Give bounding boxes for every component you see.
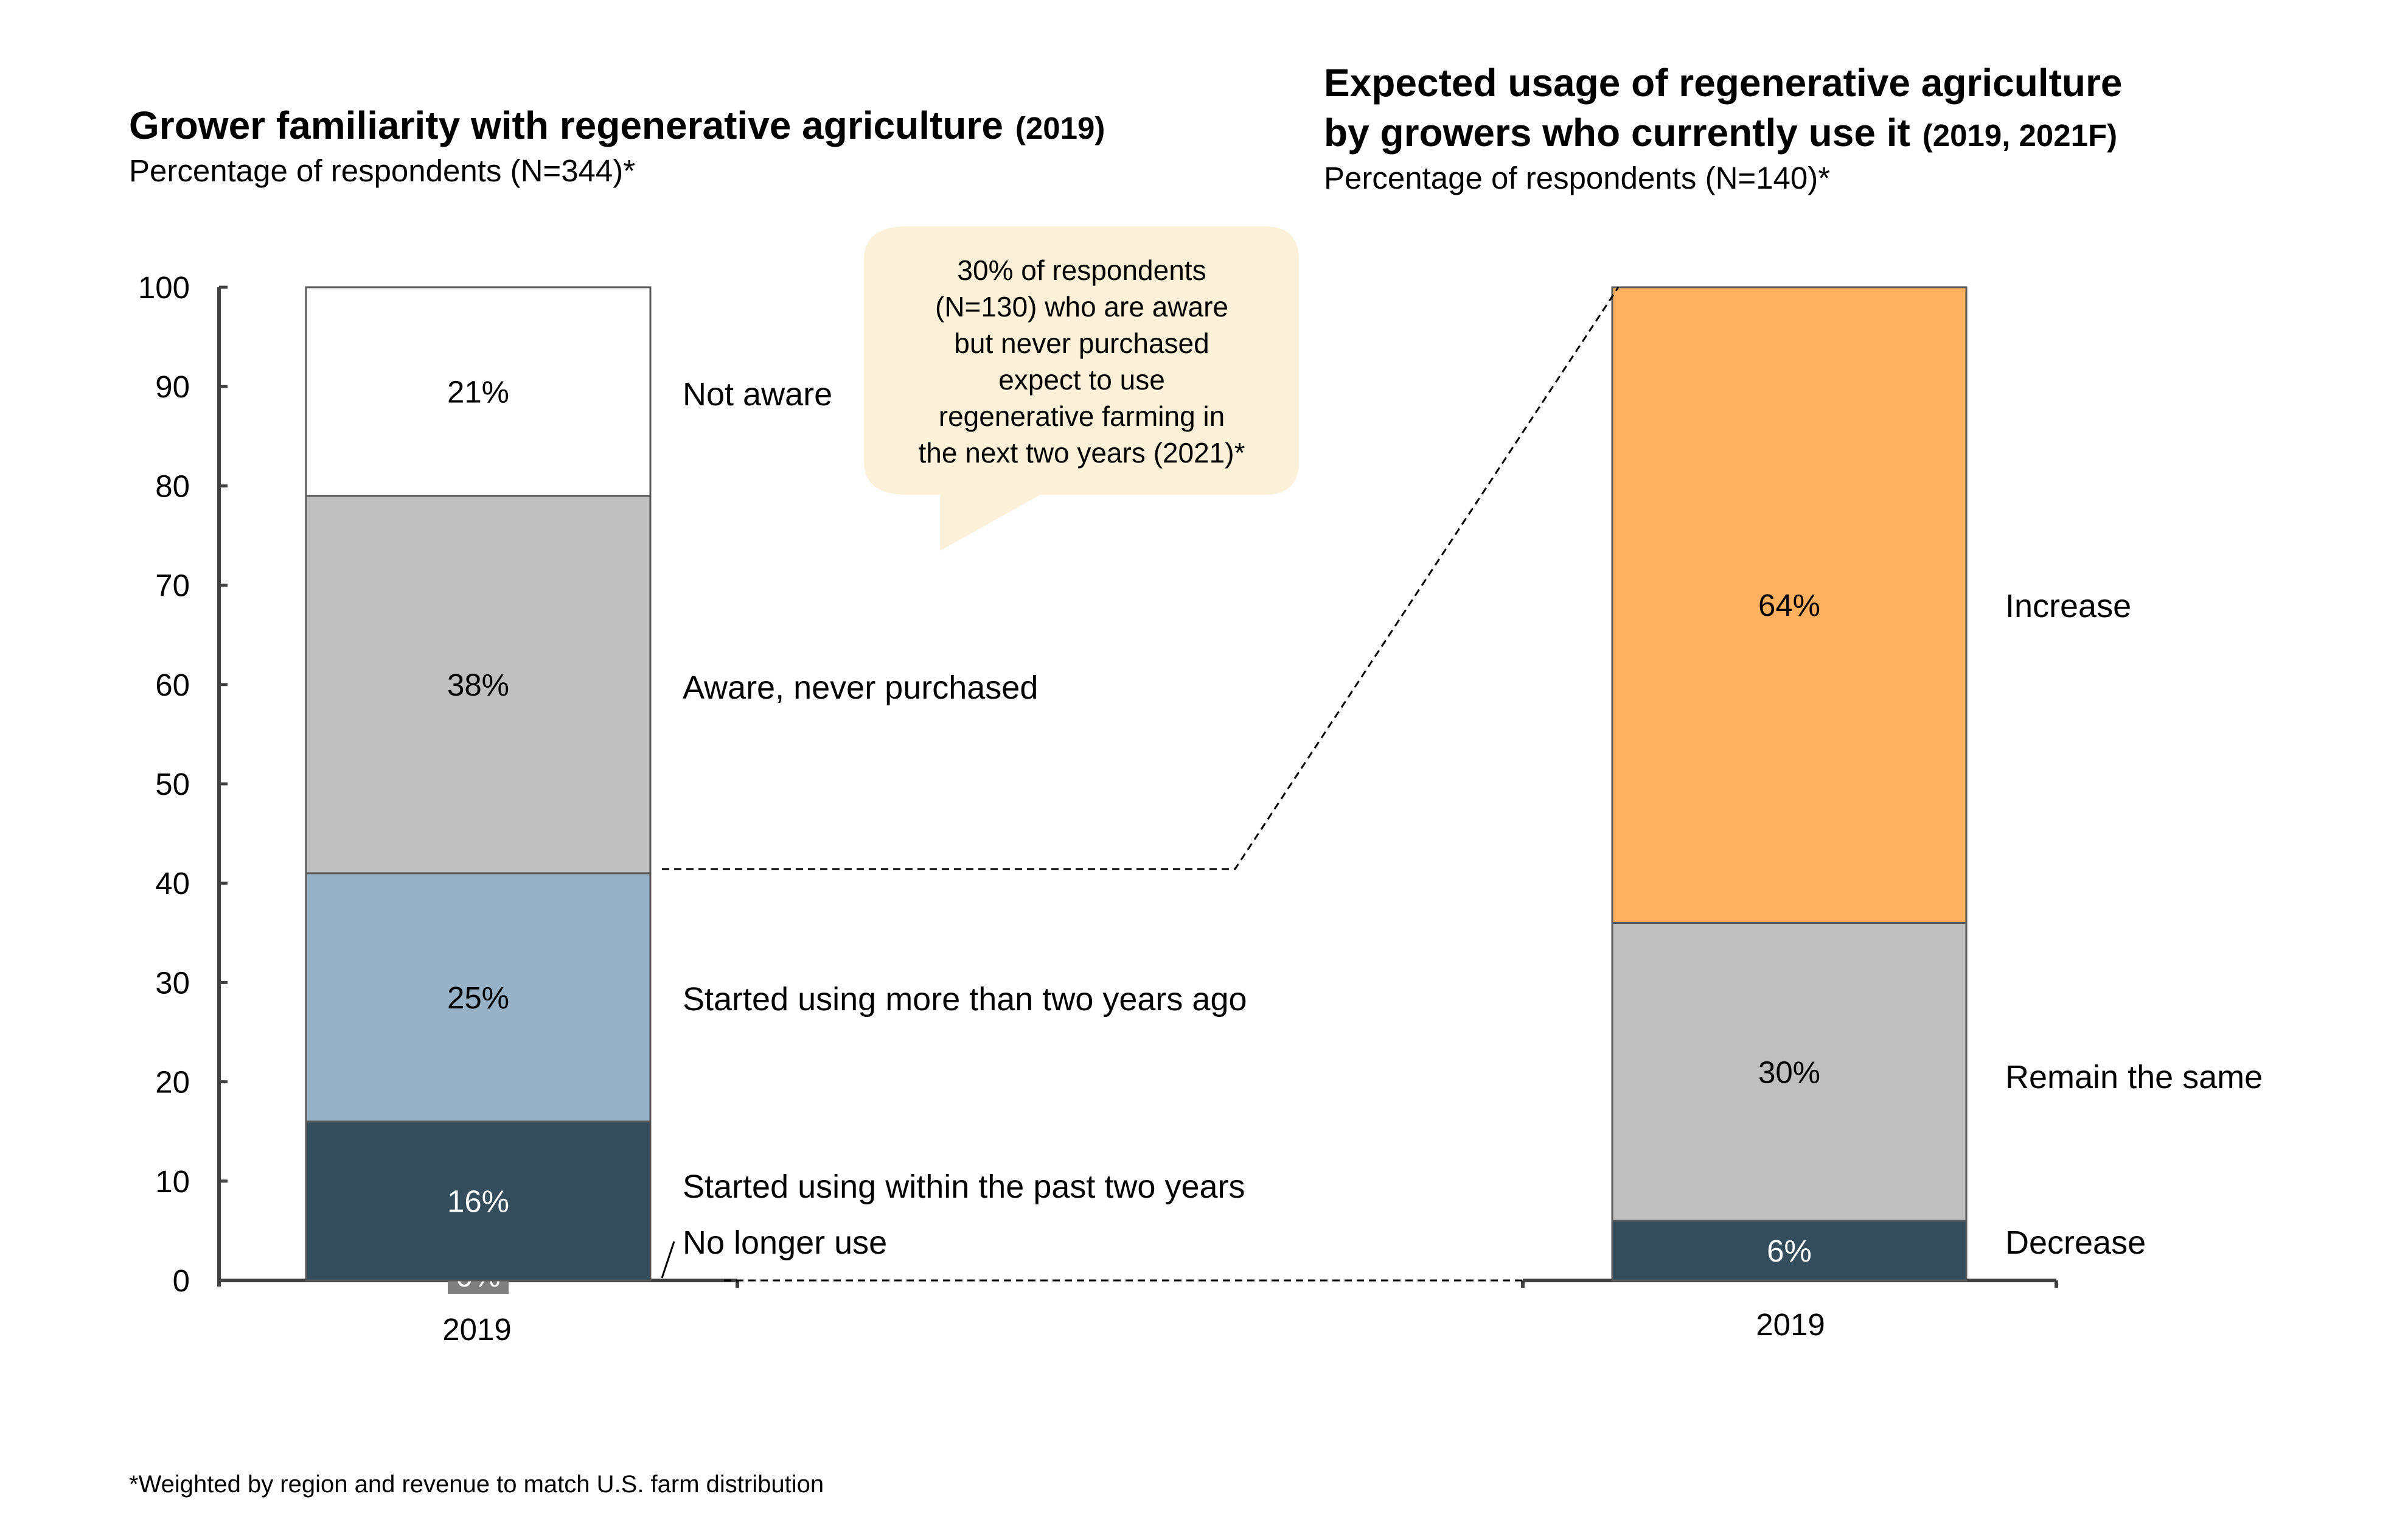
data-label-remain-the-same: 30% <box>1758 1055 1820 1089</box>
bar-segment-increase <box>1611 286 1968 924</box>
series-label-decrease: Decrease <box>2005 1224 2146 1261</box>
series-label-aware-never-purchased: Aware, never purchased <box>683 669 1038 706</box>
bar-segment-decrease <box>1611 1220 1968 1282</box>
left-chart-subtitle: Percentage of respondents (N=344)* <box>129 153 635 188</box>
connector-top-dashed-line <box>662 287 1620 870</box>
callout-text-line: (N=130) who are aware <box>935 291 1228 323</box>
left-chart-title: Grower familiarity with regenerative agr… <box>129 103 1105 147</box>
bar-segment-started-using-more-than-two-years-ago <box>305 872 652 1123</box>
y-tick-label: 70 <box>155 568 190 603</box>
x-tick-label: 2019 <box>442 1312 511 1347</box>
data-label-aware-never-purchased: 38% <box>447 668 509 702</box>
data-label-increase: 64% <box>1758 588 1820 623</box>
callout-text-line: regenerative farming in <box>939 400 1225 432</box>
callout-text-line: 30% of respondents <box>957 254 1206 286</box>
series-label-started-using-within-the-past-two-years: Started using within the past two years <box>683 1168 1245 1205</box>
y-tick-label: 30 <box>155 965 190 1000</box>
y-tick-label: 90 <box>155 369 190 404</box>
callout-bubble: 30% of respondents (N=130) who are aware b… <box>864 226 1299 551</box>
data-label-not-aware: 21% <box>447 374 509 409</box>
callout-text-line: expect to use <box>998 364 1165 396</box>
y-tick-label: 10 <box>155 1164 190 1199</box>
left-y-axis: 0 10 20 30 40 50 60 70 80 90 100 <box>138 270 739 1298</box>
series-label-increase: Increase <box>2005 588 2131 624</box>
x-tick-label: 2019 <box>1756 1307 1825 1342</box>
y-tick-label: 60 <box>155 668 190 702</box>
right-chart-subtitle: Percentage of respondents (N=140)* <box>1324 161 1830 195</box>
y-tick-label: 50 <box>155 767 190 801</box>
series-label-started-using-more-than-two-years-ago: Started using more than two years ago <box>683 981 1247 1018</box>
y-tick-label: 80 <box>155 469 190 503</box>
right-chart-title-line1: Expected usage of regenerative agricultu… <box>1324 61 2122 105</box>
right-chart-title-line2: by growers who currently use it (2019, 20… <box>1324 111 2117 155</box>
y-tick-label: 20 <box>155 1065 190 1100</box>
bar-segment-started-using-within-the-past-two-years <box>305 1120 652 1282</box>
y-tick-label: 0 <box>173 1263 190 1298</box>
right-stacked-bar: 6% Decrease 30% Remain the same 64% Increase 2… <box>1611 286 2263 1342</box>
bar-segment-not-aware <box>305 286 652 497</box>
series-label-not-aware: Not aware <box>683 376 832 413</box>
leader-line-no-longer-use <box>661 1241 675 1279</box>
bar-segment-remain-the-same <box>1611 921 1968 1222</box>
series-label-remain-the-same: Remain the same <box>2005 1059 2263 1095</box>
data-label-decrease: 6% <box>1767 1234 1812 1268</box>
footnote: *Weighted by region and revenue to match… <box>129 1471 824 1498</box>
data-label-started-using-more-than-two-years-ago: 25% <box>447 980 509 1015</box>
y-tick-label: 40 <box>155 866 190 901</box>
bar-segment-aware-never-purchased <box>305 495 652 875</box>
callout-shape <box>864 226 1299 551</box>
right-x-axis <box>1521 1279 2058 1288</box>
series-label-no-longer-use: No longer use <box>683 1224 887 1261</box>
callout-text-line: but never purchased <box>954 327 1209 359</box>
y-tick-label: 100 <box>138 270 190 305</box>
callout-text-line: the next two years (2021)* <box>919 437 1245 469</box>
data-label-started-using-within-the-past-two-years: 16% <box>447 1184 509 1218</box>
